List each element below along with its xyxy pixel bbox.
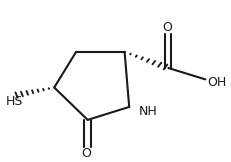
Text: OH: OH (207, 76, 226, 89)
Text: O: O (81, 147, 91, 160)
Text: HS: HS (6, 95, 23, 108)
Text: O: O (162, 21, 171, 34)
Text: NH: NH (138, 105, 157, 118)
